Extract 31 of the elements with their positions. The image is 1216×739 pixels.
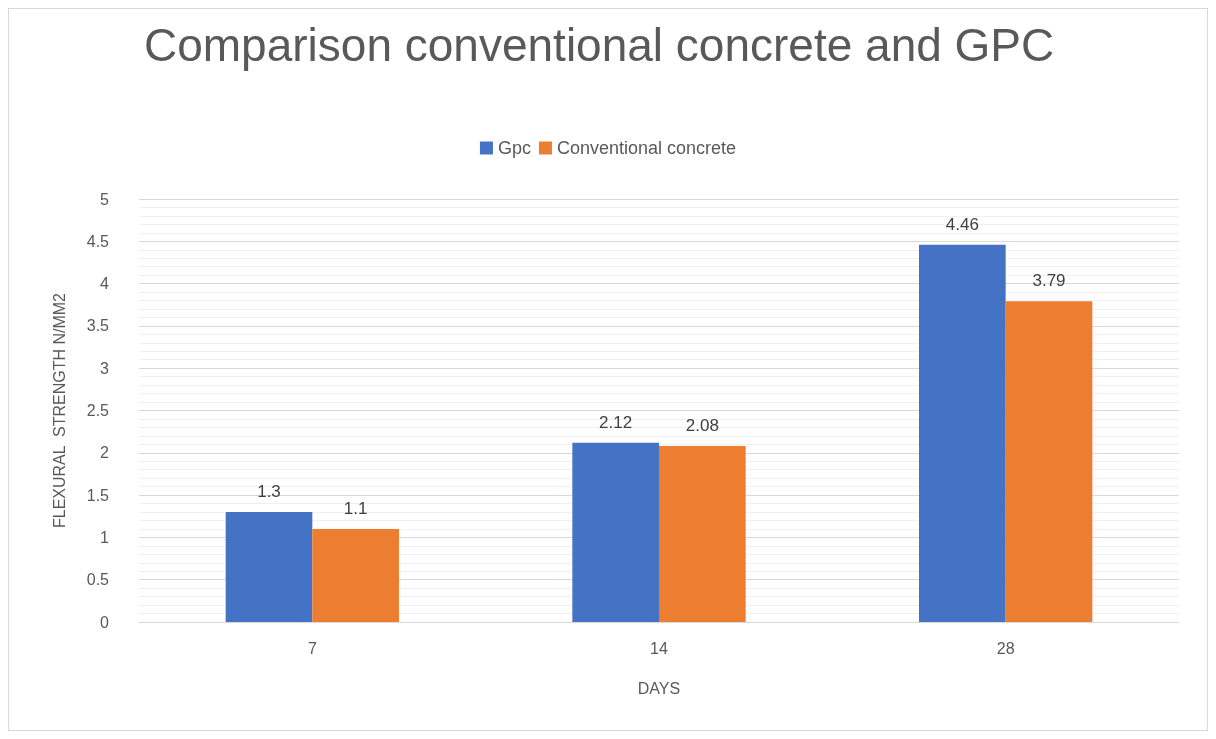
legend-label: Gpc: [497, 138, 531, 158]
y-tick-label: 1: [100, 528, 110, 546]
legend-label: Conventional concrete: [556, 138, 737, 158]
data-label: 2.12: [599, 412, 633, 432]
x-axis-title: DAYS: [637, 679, 681, 697]
bar: [659, 446, 746, 622]
data-label: 2.08: [685, 416, 719, 436]
chart-title: Comparison conventional concrete and GPC: [144, 19, 1055, 71]
bar: [225, 512, 313, 622]
bar: [312, 528, 399, 622]
data-label: 3.79: [1032, 271, 1066, 291]
data-label: 1.1: [343, 498, 368, 518]
bar: [572, 442, 659, 622]
y-tick-label: 4: [100, 275, 110, 293]
y-tick-label: 3.5: [86, 317, 110, 335]
y-tick-label: 2.5: [86, 402, 110, 419]
y-tick-label: 5: [100, 190, 110, 208]
y-tick-label: 3: [100, 359, 110, 377]
y-tick-label: 0.5: [86, 571, 110, 589]
bar: [919, 244, 1006, 622]
x-tick-label: 14: [650, 639, 668, 657]
y-tick-label: 1.5: [86, 486, 110, 504]
x-tick-label: 28: [996, 639, 1015, 657]
bar: [1005, 301, 1093, 622]
data-label: 4.46: [945, 214, 979, 234]
y-axis-title: FLEXURAL STRENGTH N/MM2: [50, 292, 68, 528]
y-tick-label: 2: [100, 444, 110, 462]
data-label: 1.3: [257, 482, 281, 502]
y-tick-label: 0: [100, 613, 110, 631]
y-tick-label: 4.5: [86, 232, 110, 250]
x-tick-label: 7: [307, 639, 317, 657]
